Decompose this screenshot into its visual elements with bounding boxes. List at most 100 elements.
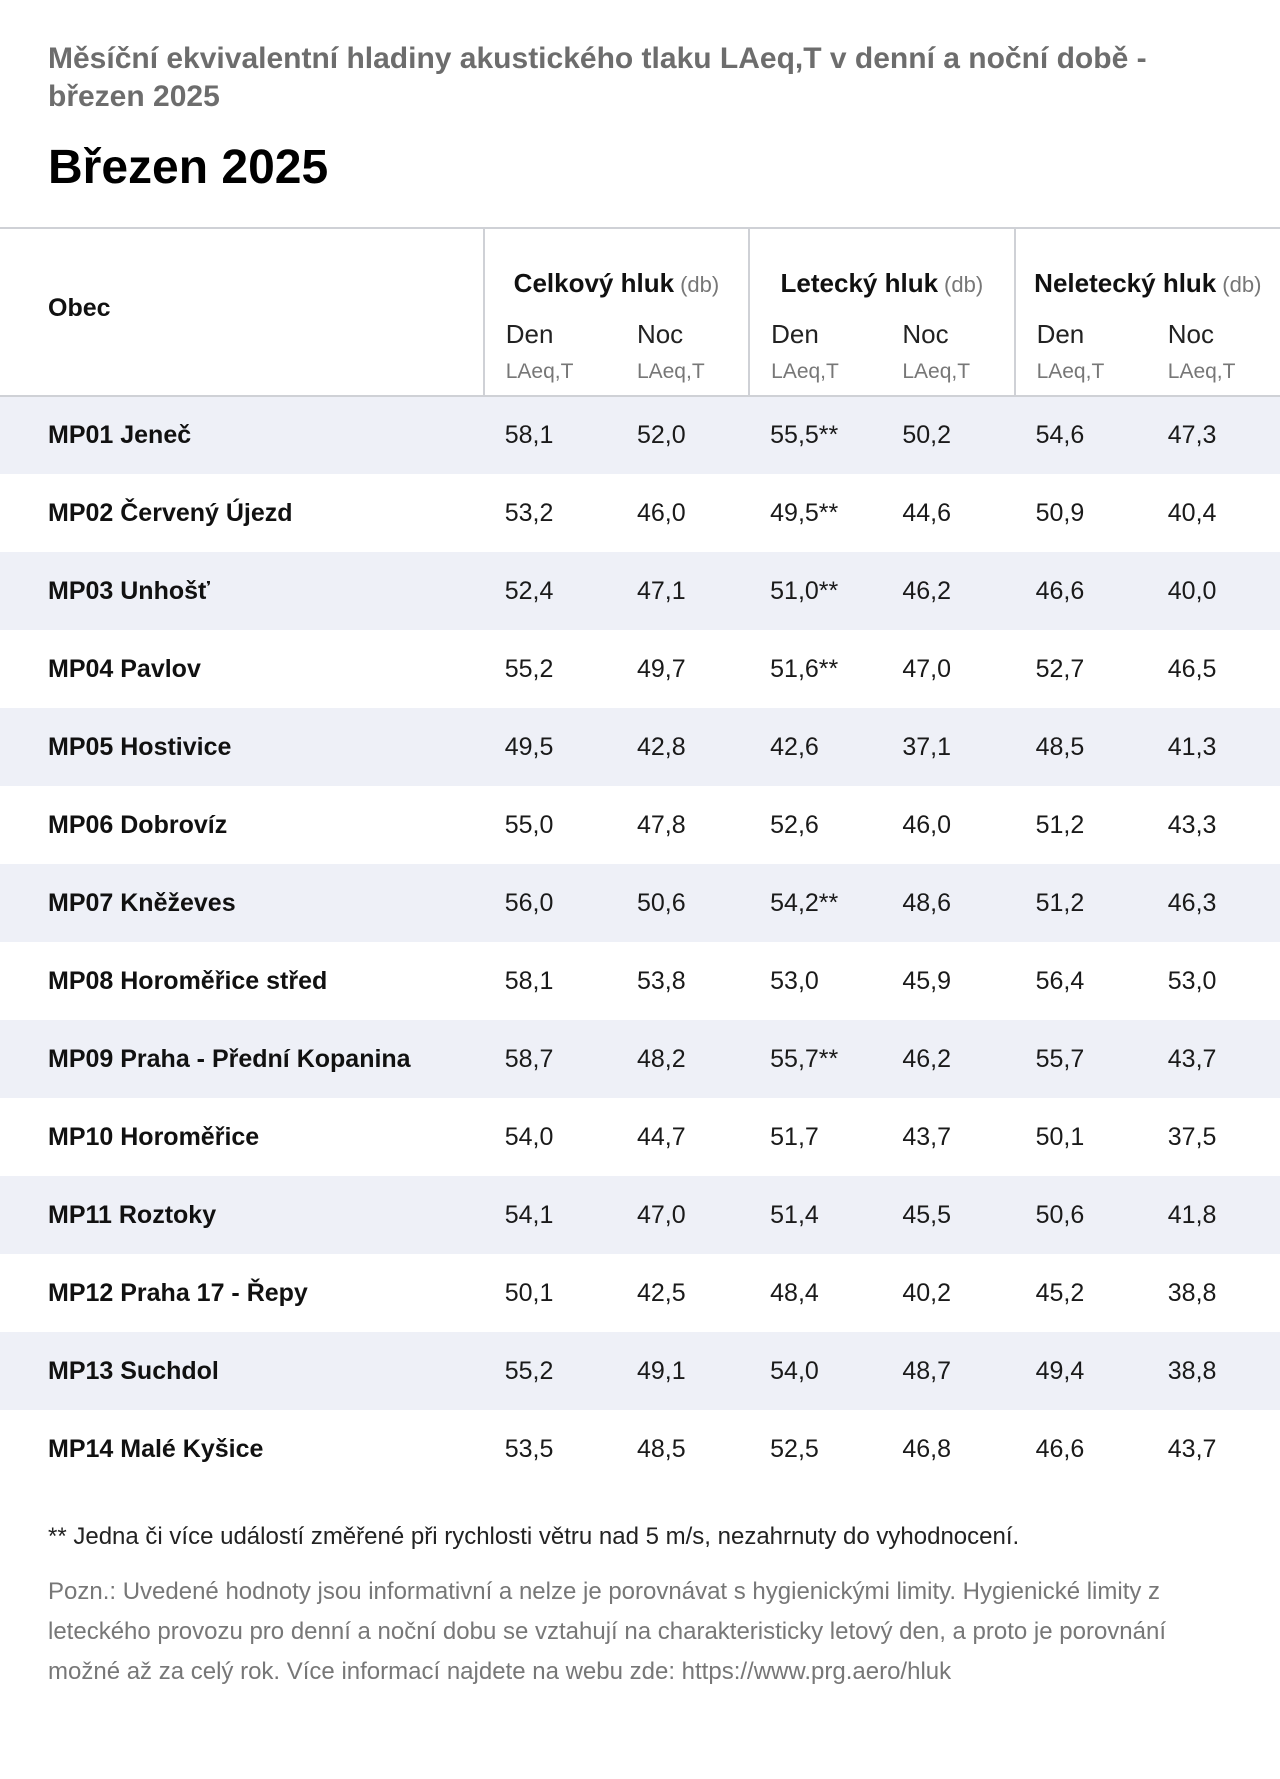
value-cell: 53,5 — [504, 1434, 554, 1463]
value-cell: 40,4 — [1167, 498, 1217, 527]
value-cell: 46,0 — [636, 498, 686, 527]
sub-header-unit: LAeq,T — [1036, 360, 1105, 383]
group-header-label: Letecký hluk — [780, 268, 939, 298]
table-row: MP13 Suchdol 55,2 49,1 54,0 48,7 49,4 38,8 — [0, 1332, 1280, 1410]
value-cell: 51,4 — [770, 1200, 819, 1229]
value-cell: 56,0 — [504, 888, 554, 917]
sub-header-unit: LAeq,T — [636, 360, 705, 383]
value-cell: 50,1 — [1035, 1122, 1085, 1151]
value-cell: 49,7 — [636, 654, 686, 683]
value-cell: 48,4 — [770, 1278, 819, 1307]
value-cell: 43,7 — [902, 1122, 952, 1151]
sub-header-neletecky-noc: Noc LAeq,T — [1146, 307, 1280, 397]
value-cell: 51,0** — [770, 576, 839, 605]
footer-note: Pozn.: Uvedené hodnoty jsou informativní… — [48, 1578, 1167, 1685]
sub-header-label: Den — [771, 319, 819, 349]
table-sub-header-row: Den LAeq,T Noc LAeq,T Den LAeq,T Noc LAe… — [0, 307, 1280, 397]
obec-cell: MP02 Červený Újezd — [48, 498, 293, 527]
sub-header-label: Noc — [636, 319, 684, 349]
page-title: Březen 2025 — [48, 141, 329, 194]
value-cell: 43,3 — [1167, 810, 1217, 839]
value-cell: 49,5** — [770, 498, 839, 527]
value-cell: 48,7 — [902, 1356, 952, 1385]
sub-header-neletecky-den: Den LAeq,T — [1013, 307, 1147, 397]
value-cell: 40,2 — [902, 1278, 952, 1307]
value-cell: 50,2 — [902, 421, 952, 449]
sub-header-celkovy-noc: Noc LAeq,T — [615, 307, 750, 397]
group-header-celkovy: Celkový hluk (db) — [482, 227, 750, 307]
value-cell: 55,7** — [770, 1044, 839, 1073]
value-cell: 37,5 — [1167, 1122, 1217, 1151]
value-cell: 55,5** — [770, 421, 839, 449]
group-header-label: Celkový hluk — [513, 268, 675, 298]
value-cell: 46,2 — [902, 1044, 952, 1073]
obec-cell: MP09 Praha - Přední Kopanina — [48, 1044, 411, 1073]
table-group-header-row: Obec Celkový hluk (db) Letecký hluk (db) N… — [0, 227, 1280, 397]
value-cell: 38,8 — [1167, 1278, 1217, 1307]
sub-header-unit: LAeq,T — [902, 360, 971, 383]
value-cell: 50,6 — [636, 888, 686, 917]
table-row: MP04 Pavlov 55,2 49,7 51,6** 47,0 52,7 46,5 — [0, 630, 1280, 708]
sub-header-label: Noc — [902, 319, 949, 349]
value-cell: 42,6 — [770, 732, 819, 761]
value-cell: 48,5 — [1035, 732, 1085, 761]
value-cell: 47,1 — [636, 576, 686, 605]
page-header: Měsíční ekvivalentní hladiny akustického… — [0, 0, 1280, 196]
value-cell: 43,7 — [1167, 1434, 1217, 1463]
table-row: MP09 Praha - Přední Kopanina 58,7 48,2 55,7… — [0, 1020, 1280, 1098]
table-row: MP07 Kněževes 56,0 50,6 54,2** 48,6 51,2 46,3 — [0, 864, 1280, 942]
table-body: MP01 Jeneč 58,1 52,0 55,5** 50,2 54,6 47,3 MP02… — [0, 396, 1280, 1488]
value-cell: 52,0 — [636, 421, 686, 449]
value-cell: 46,5 — [1167, 654, 1217, 683]
value-cell: 37,1 — [902, 732, 952, 761]
value-cell: 53,2 — [504, 498, 554, 527]
value-cell: 42,5 — [636, 1278, 686, 1307]
value-cell: 51,6** — [770, 654, 839, 683]
table-row: MP11 Roztoky 54,1 47,0 51,4 45,5 50,6 41,8 — [0, 1176, 1280, 1254]
value-cell: 49,5 — [504, 732, 554, 761]
value-cell: 54,1 — [504, 1200, 554, 1229]
obec-cell: MP08 Horoměřice střed — [48, 966, 328, 995]
group-header-letecky: Letecký hluk (db) — [748, 227, 1015, 307]
value-cell: 58,1 — [504, 421, 554, 449]
obec-cell: MP12 Praha 17 - Řepy — [48, 1278, 308, 1307]
value-cell: 51,2 — [1035, 888, 1085, 917]
value-cell: 40,0 — [1167, 576, 1217, 605]
value-cell: 46,3 — [1167, 888, 1217, 917]
value-cell: 53,0 — [770, 966, 819, 995]
table-row: MP05 Hostivice 49,5 42,8 42,6 37,1 48,5 41,3 — [0, 708, 1280, 786]
group-header-unit: (db) — [1222, 272, 1262, 297]
value-cell: 54,2** — [770, 888, 839, 917]
value-cell: 47,3 — [1167, 421, 1217, 449]
value-cell: 44,7 — [636, 1122, 686, 1151]
obec-cell: MP03 Unhošť — [48, 576, 210, 605]
sub-header-unit: LAeq,T — [505, 360, 574, 383]
value-cell: 55,2 — [504, 654, 554, 683]
value-cell: 56,4 — [1035, 966, 1085, 995]
value-cell: 54,0 — [504, 1122, 554, 1151]
value-cell: 50,6 — [1035, 1200, 1085, 1229]
value-cell: 52,5 — [770, 1434, 819, 1463]
table-row: MP12 Praha 17 - Řepy 50,1 42,5 48,4 40,2 45,2… — [0, 1254, 1280, 1332]
value-cell: 38,8 — [1167, 1356, 1217, 1385]
value-cell: 42,8 — [636, 732, 686, 761]
noise-table-container: Obec Celkový hluk (db) Letecký hluk (db) N… — [0, 227, 1280, 1488]
footnote-wind: ** Jedna či více událostí změřené při ry… — [48, 1523, 1020, 1550]
table-row: MP06 Dobrovíz 55,0 47,8 52,6 46,0 51,2 43,3 — [0, 786, 1280, 864]
obec-cell: MP11 Roztoky — [48, 1200, 217, 1229]
group-header-neletecky: Neletecký hluk (db) — [1013, 227, 1280, 307]
value-cell: 55,0 — [504, 810, 554, 839]
obec-cell: MP05 Hostivice — [48, 732, 232, 761]
value-cell: 44,6 — [902, 498, 952, 527]
sub-header-label: Den — [1036, 319, 1085, 349]
group-header-unit: (db) — [680, 272, 720, 297]
value-cell: 54,0 — [770, 1356, 819, 1385]
value-cell: 51,2 — [1035, 810, 1085, 839]
value-cell: 50,1 — [504, 1278, 554, 1307]
value-cell: 46,2 — [902, 576, 952, 605]
page-subtitle: Měsíční ekvivalentní hladiny akustického… — [48, 42, 1147, 113]
table-row: MP14 Malé Kyšice 53,5 48,5 52,5 46,8 46,6 43,7 — [0, 1410, 1280, 1488]
obec-cell: MP06 Dobrovíz — [48, 810, 228, 839]
obec-cell: MP14 Malé Kyšice — [48, 1434, 264, 1463]
table-row: MP01 Jeneč 58,1 52,0 55,5** 50,2 54,6 47,3 — [0, 396, 1280, 474]
